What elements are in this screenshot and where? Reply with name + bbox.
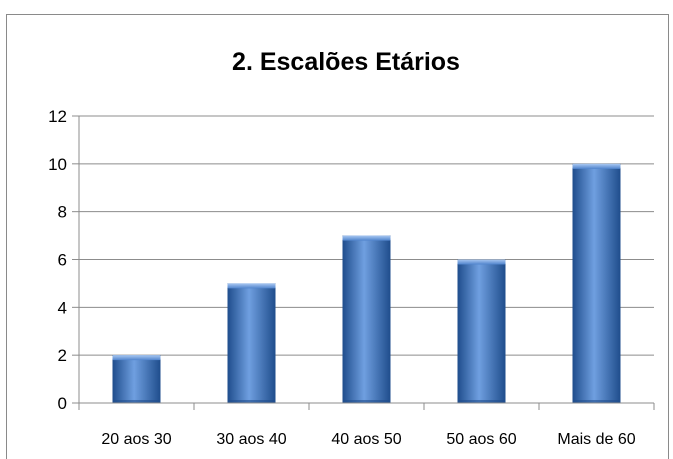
bar-shadow — [228, 400, 275, 403]
bar-cap — [342, 235, 391, 241]
bar-cap — [457, 259, 506, 265]
bar-cap — [572, 163, 621, 169]
bar-shadow — [573, 400, 620, 403]
y-tick-label: 10 — [48, 155, 67, 174]
x-tick-label: 30 aos 40 — [216, 431, 286, 448]
bar — [112, 355, 161, 403]
bar — [457, 259, 506, 403]
y-tick-label: 6 — [58, 251, 67, 270]
bar-shadow — [113, 400, 160, 403]
y-tick-label: 0 — [58, 394, 67, 413]
y-tick-label: 8 — [58, 203, 67, 222]
bar — [342, 235, 391, 403]
x-tick-label: 40 aos 50 — [331, 431, 401, 448]
chart-frame — [6, 14, 669, 459]
bars — [112, 163, 621, 403]
x-axis-ticks: 20 aos 30 30 aos 40 40 aos 50 50 aos 60 Mais… — [101, 431, 635, 448]
y-axis-ticks: 0 2 4 6 8 10 12 — [48, 107, 67, 413]
bar-cap — [112, 355, 161, 361]
y-tick-label: 2 — [58, 346, 67, 365]
bar-cap — [227, 283, 276, 289]
axes — [72, 115, 655, 410]
bar-shadow — [458, 400, 505, 403]
y-tick-label: 4 — [58, 298, 67, 317]
x-tick-label: 20 aos 30 — [101, 431, 171, 448]
x-tick-label: Mais de 60 — [557, 431, 635, 448]
bar — [572, 163, 621, 403]
chart-title: 2. Escalões Etários — [232, 48, 460, 76]
y-tick-label: 12 — [48, 107, 67, 126]
bar-shadow — [343, 400, 390, 403]
bar — [227, 283, 276, 403]
x-tick-label: 50 aos 60 — [446, 431, 516, 448]
